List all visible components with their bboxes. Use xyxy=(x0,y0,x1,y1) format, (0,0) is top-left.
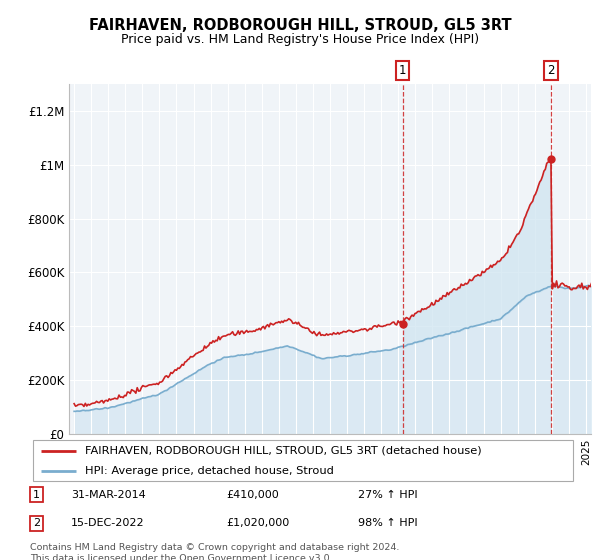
Text: 2: 2 xyxy=(547,64,555,77)
Text: 2: 2 xyxy=(33,519,40,529)
Text: Contains HM Land Registry data © Crown copyright and database right 2024.
This d: Contains HM Land Registry data © Crown c… xyxy=(30,543,400,560)
Text: £410,000: £410,000 xyxy=(227,489,280,500)
FancyBboxPatch shape xyxy=(33,440,573,480)
Text: Price paid vs. HM Land Registry's House Price Index (HPI): Price paid vs. HM Land Registry's House … xyxy=(121,32,479,46)
Text: 27% ↑ HPI: 27% ↑ HPI xyxy=(358,489,417,500)
Text: 98% ↑ HPI: 98% ↑ HPI xyxy=(358,519,417,529)
Text: 1: 1 xyxy=(33,489,40,500)
Text: 31-MAR-2014: 31-MAR-2014 xyxy=(71,489,146,500)
Text: £1,020,000: £1,020,000 xyxy=(227,519,290,529)
Text: 1: 1 xyxy=(399,64,406,77)
Text: HPI: Average price, detached house, Stroud: HPI: Average price, detached house, Stro… xyxy=(85,466,334,476)
Text: FAIRHAVEN, RODBOROUGH HILL, STROUD, GL5 3RT: FAIRHAVEN, RODBOROUGH HILL, STROUD, GL5 … xyxy=(89,18,511,32)
Text: FAIRHAVEN, RODBOROUGH HILL, STROUD, GL5 3RT (detached house): FAIRHAVEN, RODBOROUGH HILL, STROUD, GL5 … xyxy=(85,446,481,456)
Text: 15-DEC-2022: 15-DEC-2022 xyxy=(71,519,145,529)
